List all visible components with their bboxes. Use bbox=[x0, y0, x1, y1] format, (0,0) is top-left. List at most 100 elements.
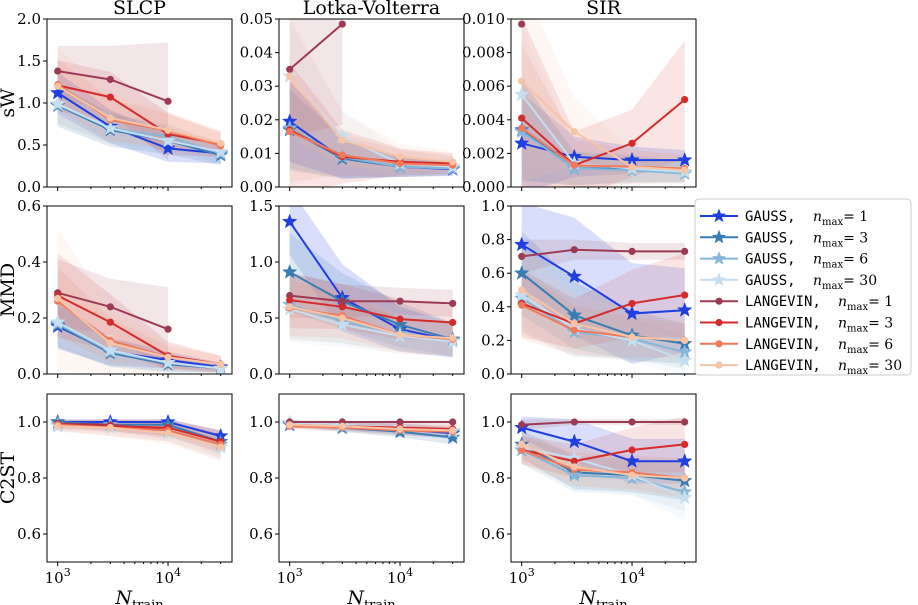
legend-param-value: = 3 bbox=[843, 230, 868, 246]
x-tick-base: 10 bbox=[45, 569, 64, 587]
y-tick-label: 0.01 bbox=[240, 144, 273, 162]
y-tick-label: 0.0 bbox=[17, 178, 41, 196]
data-point-circle bbox=[628, 471, 636, 479]
data-point-circle bbox=[54, 82, 62, 90]
data-point-circle bbox=[54, 67, 62, 75]
x-axis-label: Ntrain bbox=[346, 587, 396, 605]
data-point-circle bbox=[106, 114, 114, 122]
data-point-star bbox=[676, 489, 693, 505]
x-tick-exponent: 3 bbox=[528, 566, 535, 579]
legend-entry-8: LANGEVIN, nmax= 30 bbox=[700, 358, 902, 377]
x-tick-exponent: 4 bbox=[406, 566, 413, 579]
x-tick-base: 10 bbox=[387, 569, 406, 587]
x-axis-label-base: N bbox=[578, 587, 597, 605]
panel-plot-area bbox=[513, 206, 693, 374]
series-line-8 bbox=[521, 80, 685, 172]
x-tick-label: 103 bbox=[277, 566, 303, 587]
data-point-circle bbox=[338, 20, 346, 28]
data-point-star bbox=[160, 354, 176, 370]
data-point-circle bbox=[106, 339, 114, 347]
panel-plot-area bbox=[49, 228, 229, 374]
panel-plot-area bbox=[281, 414, 461, 445]
data-point-circle bbox=[570, 246, 578, 254]
data-point-circle bbox=[628, 139, 636, 147]
series-line-7 bbox=[289, 130, 453, 167]
data-point-circle bbox=[449, 299, 457, 308]
x-axis-label-base: N bbox=[114, 587, 133, 605]
data-point-star bbox=[49, 95, 66, 111]
legend-param-sub: max bbox=[847, 324, 868, 335]
data-point-star bbox=[281, 263, 298, 279]
y-tick-label: 0.04 bbox=[240, 44, 273, 62]
uncertainty-band-2 bbox=[521, 231, 685, 364]
series-line-2 bbox=[521, 443, 685, 482]
legend-param-var: n bbox=[838, 294, 847, 310]
row-label: MMD bbox=[0, 263, 19, 317]
x-tick-label: 104 bbox=[387, 566, 413, 587]
x-tick-label: 103 bbox=[45, 566, 71, 587]
series-line-8 bbox=[57, 85, 221, 145]
data-point-circle bbox=[570, 320, 578, 328]
y-tick-label: 0.002 bbox=[462, 144, 505, 162]
data-point-circle bbox=[286, 421, 294, 429]
legend-param-sub: max bbox=[847, 345, 868, 356]
uncertainty-band-1 bbox=[521, 206, 685, 364]
data-point-circle bbox=[396, 315, 404, 323]
legend-star-marker bbox=[711, 272, 727, 286]
uncertainty-band-8 bbox=[57, 419, 221, 462]
y-tick-label: 2.0 bbox=[17, 10, 41, 28]
series-line-5 bbox=[521, 421, 685, 426]
data-point-circle bbox=[396, 159, 404, 168]
legend-method: GAUSS, bbox=[745, 252, 796, 268]
uncertainty-band-8 bbox=[289, 19, 453, 172]
data-point-circle bbox=[518, 252, 526, 260]
data-point-circle bbox=[570, 326, 578, 334]
panel-frame bbox=[46, 205, 233, 375]
data-point-circle bbox=[338, 422, 346, 430]
data-point-circle bbox=[217, 139, 225, 147]
y-tick-label: 1.0 bbox=[249, 413, 273, 431]
legend-method: LANGEVIN, bbox=[745, 316, 821, 332]
y-tick-label: 0.6 bbox=[481, 525, 505, 543]
y-tick-label: 0.0 bbox=[481, 365, 505, 383]
legend-param: nmax= 3 bbox=[813, 230, 868, 249]
x-tick-exponent: 3 bbox=[64, 566, 71, 579]
data-point-circle bbox=[570, 127, 578, 136]
legend-param-sub: max bbox=[822, 260, 843, 271]
legend-param-sub: max bbox=[822, 217, 843, 228]
uncertainty-band-8 bbox=[57, 228, 221, 374]
uncertainty-band-8 bbox=[521, 248, 685, 363]
x-axis-label: Ntrain bbox=[578, 587, 628, 605]
series-line-4 bbox=[521, 446, 686, 499]
series-line-6 bbox=[521, 98, 686, 167]
y-tick-label: 0.6 bbox=[249, 525, 273, 543]
uncertainty-band-6 bbox=[521, 19, 685, 187]
y-tick-label: 0.02 bbox=[240, 111, 273, 129]
data-point-circle bbox=[106, 93, 114, 101]
uncertainty-band-1 bbox=[521, 416, 685, 484]
uncertainty-band-8 bbox=[57, 48, 221, 156]
uncertainty-band-5 bbox=[521, 239, 685, 274]
panel-plot-area bbox=[513, 19, 693, 187]
legend-entry-5: LANGEVIN, nmax= 1 bbox=[700, 294, 893, 313]
y-tick-label: 0.004 bbox=[462, 111, 505, 129]
data-point-circle bbox=[449, 418, 457, 426]
legend-param-sub: max bbox=[847, 302, 868, 313]
series-line-5 bbox=[521, 248, 685, 258]
data-point-circle bbox=[681, 247, 689, 255]
legend-param-value: = 1 bbox=[868, 294, 893, 310]
legend-param-var: n bbox=[813, 209, 822, 225]
legend-method: LANGEVIN, bbox=[745, 294, 821, 310]
x-axis-label: Ntrain bbox=[114, 587, 164, 605]
legend-param-var: n bbox=[838, 358, 847, 374]
data-point-star bbox=[566, 466, 583, 482]
x-tick-label: 103 bbox=[509, 566, 535, 587]
column-title: Lotka-Volterra bbox=[303, 0, 440, 19]
y-tick-label: 0.000 bbox=[462, 178, 505, 196]
legend-circle-marker bbox=[715, 361, 723, 369]
data-point-circle bbox=[338, 297, 346, 305]
y-tick-label: 0.010 bbox=[462, 10, 505, 28]
panel-frame bbox=[510, 18, 697, 188]
data-point-star bbox=[513, 236, 530, 252]
uncertainty-band-5 bbox=[289, 273, 453, 318]
